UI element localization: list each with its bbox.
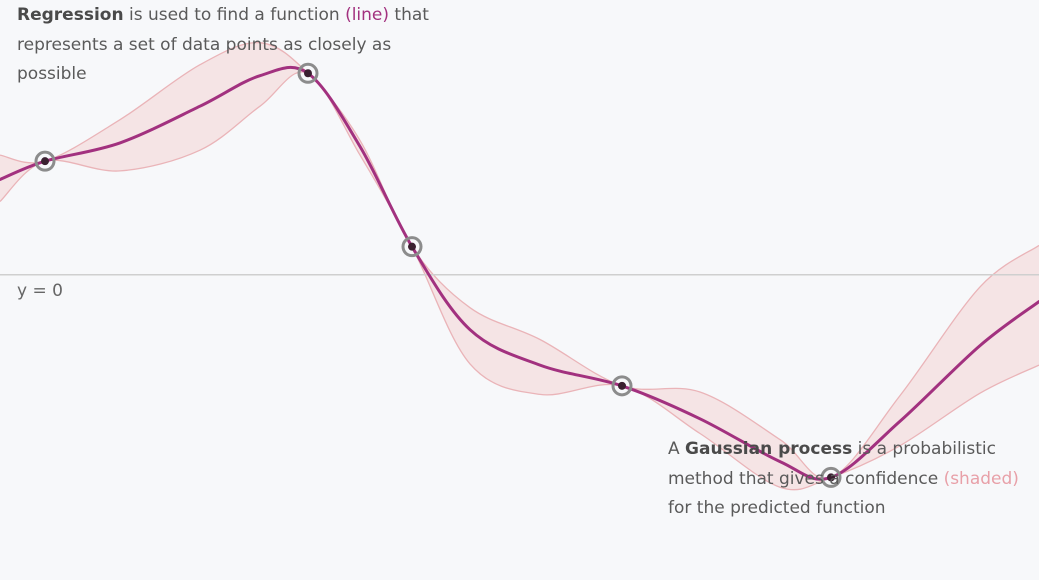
data-points-layer bbox=[34, 62, 842, 488]
data-point-core bbox=[304, 69, 312, 78]
data-point-core bbox=[827, 473, 835, 482]
shaded-highlight: (shaded) bbox=[943, 468, 1019, 489]
regression-text-1: is used to find a function bbox=[123, 5, 346, 25]
data-point bbox=[297, 62, 319, 84]
data-point-ring bbox=[297, 62, 319, 84]
confidence-band bbox=[0, 42, 1039, 490]
gp-prefix: A bbox=[668, 439, 686, 459]
mean-function-line bbox=[0, 65, 1039, 481]
gaussian-process-caption: A Gaussian process is a probabilistic me… bbox=[668, 435, 1028, 524]
confidence-lower-bound bbox=[0, 42, 1039, 480]
y-zero-label: y = 0 bbox=[17, 281, 63, 301]
mean-function-layer bbox=[0, 65, 1039, 481]
data-point-core bbox=[408, 242, 416, 251]
regression-term: Regression bbox=[17, 5, 124, 25]
data-point bbox=[820, 466, 842, 488]
regression-text-2: that represents a set of data points as … bbox=[17, 5, 429, 84]
data-point-ring bbox=[820, 466, 842, 488]
gp-text-2: for the predicted function bbox=[668, 498, 886, 518]
gaussian-process-term: Gaussian process bbox=[685, 439, 853, 459]
data-point bbox=[611, 375, 633, 397]
data-point bbox=[34, 150, 56, 172]
regression-caption: Regression is used to find a function (l… bbox=[17, 1, 437, 90]
line-highlight: (line) bbox=[345, 5, 390, 25]
data-point-ring bbox=[401, 236, 423, 258]
confidence-band-layer bbox=[0, 42, 1039, 491]
data-point bbox=[401, 236, 423, 258]
data-point-core bbox=[41, 157, 49, 166]
data-point-ring bbox=[611, 375, 633, 397]
data-point-ring bbox=[34, 150, 56, 172]
data-point-core bbox=[618, 381, 626, 390]
gp-text-1: is a probabilistic method that gives a c… bbox=[668, 439, 996, 489]
